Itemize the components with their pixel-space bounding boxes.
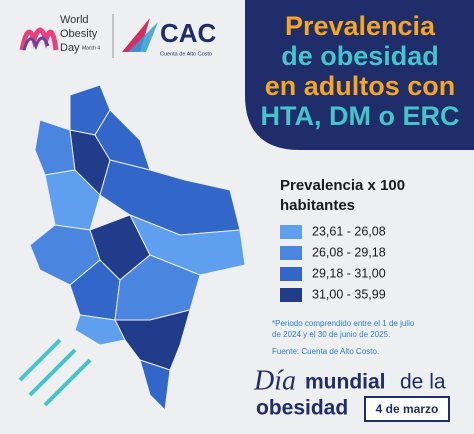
title-line: HTA, DM o ERC bbox=[261, 101, 460, 131]
footer: Día mundial de la obesidad 4 de marzo bbox=[253, 365, 450, 422]
legend-title: Prevalencia x 100 bbox=[280, 177, 405, 194]
decoration bbox=[18, 338, 92, 407]
legend-swatch bbox=[280, 288, 302, 302]
wod-text: Day bbox=[60, 42, 80, 54]
wod-date: March 4 bbox=[82, 45, 100, 51]
wod-logo: World Obesity Day March 4 bbox=[19, 14, 100, 54]
legend-title: habitantes bbox=[280, 197, 355, 214]
footer-obesidad: obesidad bbox=[256, 397, 348, 420]
cac-full: Cuenta de Alto Costo bbox=[160, 51, 212, 57]
legend-label: 26,08 - 29,18 bbox=[312, 245, 386, 259]
legend-label: 31,00 - 35,99 bbox=[312, 287, 386, 301]
source: Fuente: Cuenta de Alto Costo. bbox=[272, 347, 379, 356]
legend: Prevalencia x 100 habitantes 23,61 - 26,08… bbox=[280, 177, 405, 302]
legend-swatch bbox=[280, 225, 302, 239]
footer-dia: Día bbox=[253, 365, 296, 396]
title-line: Prevalencia bbox=[285, 11, 436, 41]
note-line: de 2024 y el 30 de junio de 2025. bbox=[272, 330, 390, 339]
wod-text: Obesity bbox=[60, 28, 98, 40]
wod-text: World bbox=[60, 14, 89, 26]
legend-swatch bbox=[280, 246, 302, 260]
legend-swatch bbox=[280, 267, 302, 281]
cac-name: CAC bbox=[160, 18, 217, 48]
note: *Periodo comprendido entre el 1 de julio… bbox=[272, 319, 415, 339]
title-line: de obesidad bbox=[281, 41, 439, 71]
footer-mundial: mundial bbox=[305, 371, 386, 394]
date-box bbox=[364, 396, 450, 422]
footer-date: 4 de marzo bbox=[376, 402, 439, 416]
note-line: *Periodo comprendido entre el 1 de julio bbox=[272, 319, 415, 328]
footer-de-la: de la bbox=[400, 371, 446, 394]
title-line: en adultos con bbox=[265, 71, 456, 101]
legend-label: 23,61 - 26,08 bbox=[312, 224, 386, 238]
legend-label: 29,18 - 31,00 bbox=[312, 266, 386, 280]
title-panel bbox=[245, 0, 474, 150]
map bbox=[29, 84, 246, 412]
cac-logo: CAC Cuenta de Alto Costo bbox=[122, 18, 217, 57]
